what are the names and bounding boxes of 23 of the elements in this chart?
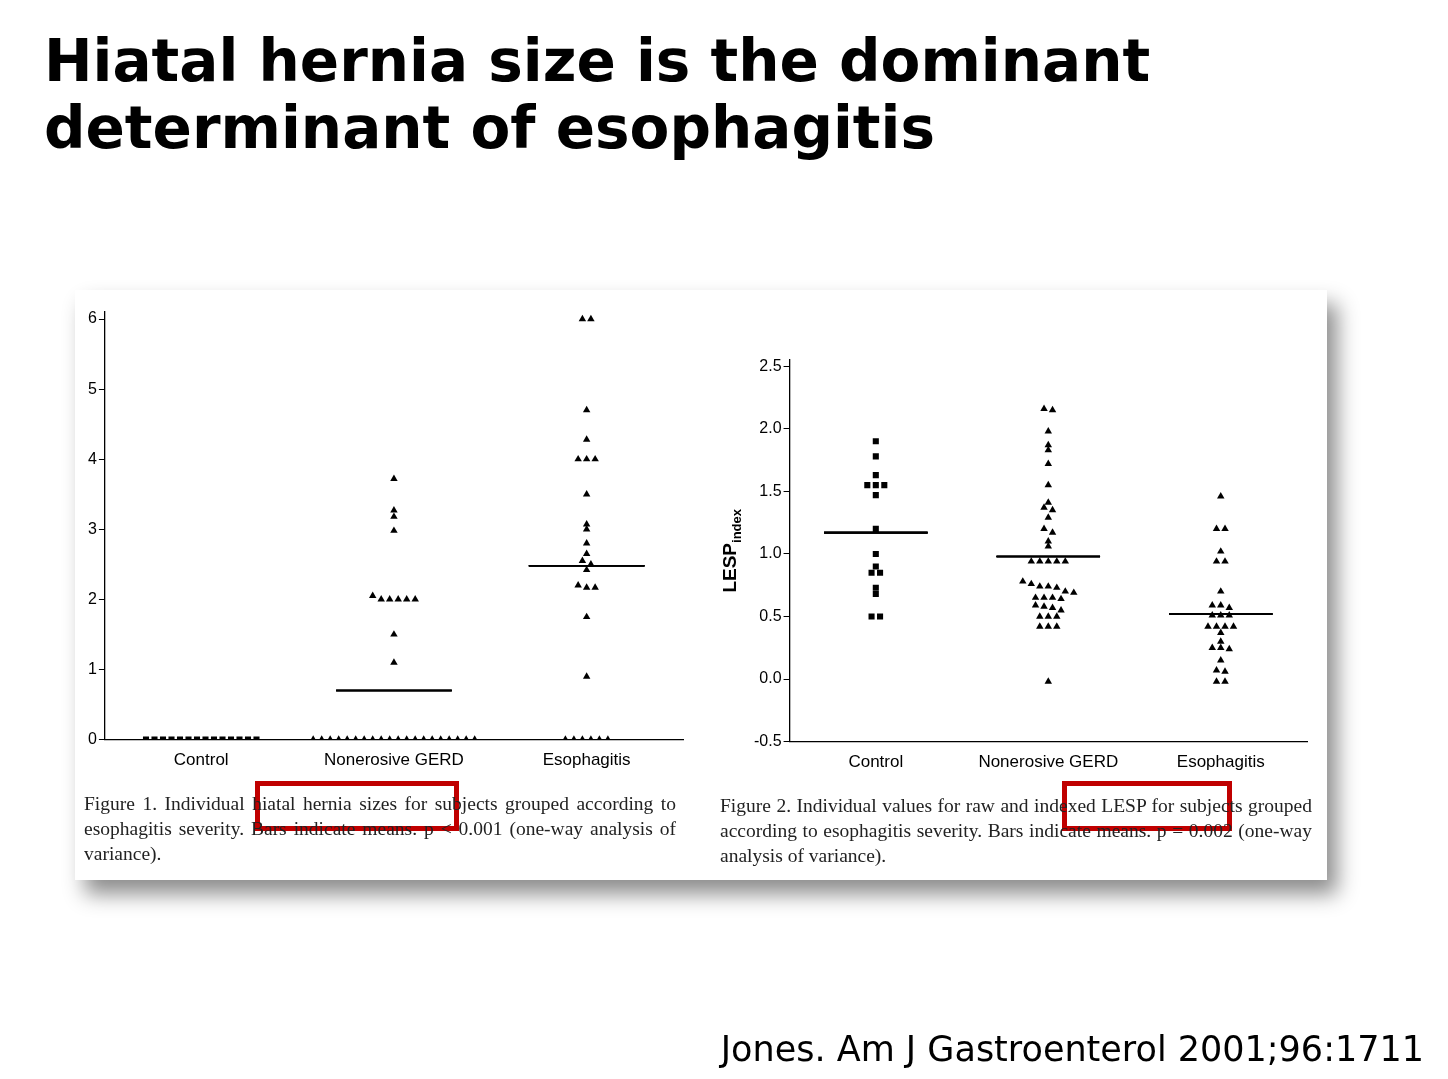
y-tick-label: 2: [87, 589, 97, 607]
y-tick-label: 6: [87, 309, 97, 327]
y-tick-label: 2.0: [759, 419, 782, 437]
y-tick-label: -0.5: [753, 732, 782, 750]
y-axis-title: LESPindex: [719, 508, 744, 593]
x-tick-label: Control: [848, 752, 904, 772]
y-tick-label: 0.0: [759, 669, 782, 687]
y-tick-label: 0.5: [759, 606, 782, 624]
chart-title: Hiatal hernia size is the dominant determinant of esophagitis: [44, 27, 1152, 162]
x-tick-label: Esophagitis: [1176, 752, 1265, 772]
y-tick-label: 5: [87, 379, 97, 397]
y-tick-label: 1.5: [759, 481, 782, 499]
x-tick-label: Control: [173, 750, 229, 770]
y-tick-label: 1.0: [759, 544, 782, 562]
y-tick-label: 2.5: [759, 356, 782, 374]
y-tick-label: 4: [87, 449, 97, 467]
y-tick-label: 0: [87, 730, 97, 748]
y-tick-label: 3: [87, 519, 97, 537]
text: Jones. Am J Gastroenterol 2001;96:1711: [720, 1029, 1424, 1069]
x-tick-label: Nonerosive GERD: [324, 750, 464, 770]
x-tick-label: Esophagitis: [542, 750, 631, 770]
y-tick-label: 1: [87, 659, 97, 677]
x-tick-label: Nonerosive GERD: [978, 752, 1119, 772]
